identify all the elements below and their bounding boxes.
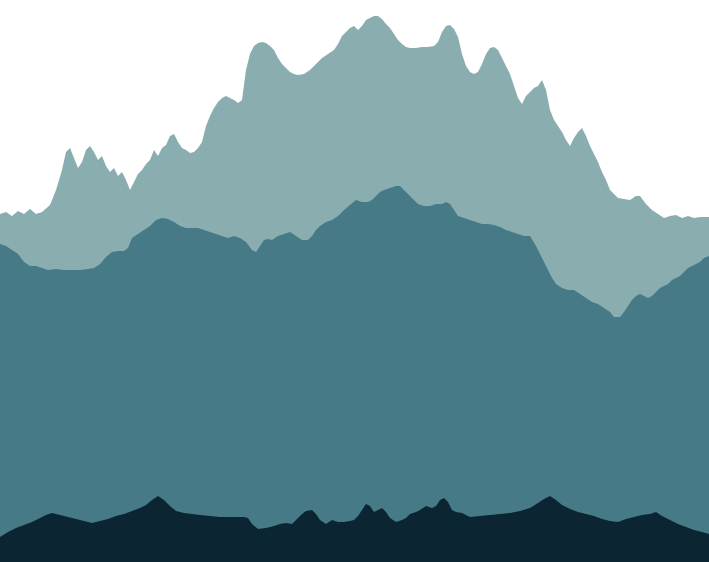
near-mountain-ridge (0, 496, 709, 562)
middle-mountain-ridge (0, 186, 709, 562)
